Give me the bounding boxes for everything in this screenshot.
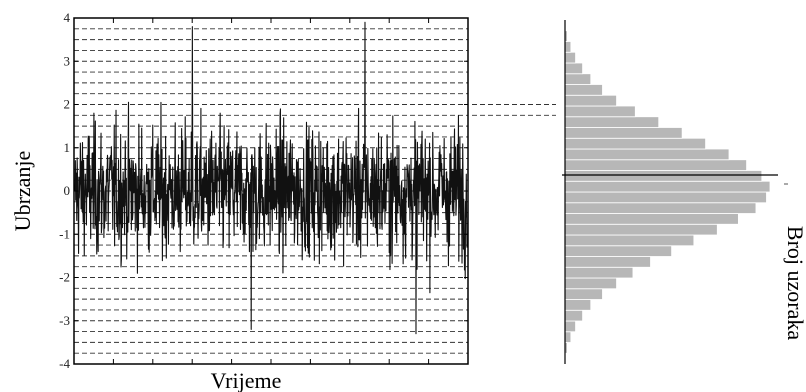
histogram-bar [564, 245, 672, 257]
y-tick-label: 4 [64, 10, 71, 25]
histogram-bar [564, 213, 739, 225]
y-tick-label: 0 [64, 183, 71, 198]
histogram-bar [564, 170, 763, 182]
y-axis-ticks: -4 -3 -2 -1 0 1 2 3 4 [59, 10, 468, 371]
histogram-bar [564, 288, 603, 300]
histogram-bar [564, 234, 695, 247]
signal-line [74, 21, 468, 335]
time-signal-chart: -4 -3 -2 -1 0 1 2 3 4 Ubrzanje Vrijeme [10, 10, 469, 392]
histogram-bar [564, 309, 583, 322]
y-tick-label: -2 [59, 270, 70, 285]
histogram-bar [564, 73, 592, 85]
histogram-bar [564, 41, 572, 53]
x-axis-ticks [112, 18, 430, 364]
histogram-bar [564, 116, 660, 128]
y-tick-label: -1 [59, 226, 70, 241]
y-tick-label: -4 [59, 356, 70, 371]
y-tick-label: 3 [64, 53, 71, 68]
histogram-bars [564, 30, 771, 354]
histogram-bar [564, 51, 576, 64]
histogram-bar [564, 159, 747, 171]
histogram-axis-title: Broj uzoraka [783, 226, 806, 340]
histogram-bar [564, 62, 583, 75]
y-tick-label: -3 [59, 313, 70, 328]
histogram-bar [564, 299, 592, 311]
histogram-bar [564, 137, 706, 150]
histogram-bar [564, 277, 617, 290]
histogram-chart: Broj uzoraka [562, 20, 806, 364]
y-axis-title: Ubrzanje [10, 151, 35, 232]
y-tick-label: 2 [64, 97, 71, 112]
connector-dashes [472, 104, 556, 116]
histogram-bar [564, 148, 730, 161]
x-axis-title: Vrijeme [211, 368, 282, 392]
histogram-bar [564, 266, 634, 279]
histogram-bar [564, 84, 603, 96]
y-tick-label: 1 [64, 140, 71, 155]
histogram-bar [564, 320, 576, 333]
histogram-bar [564, 256, 651, 268]
histogram-bar [564, 331, 572, 343]
signal-series [74, 21, 468, 335]
histogram-bar [564, 191, 767, 204]
histogram-bar [564, 202, 757, 214]
histogram-bar [564, 105, 636, 118]
histogram-bar [564, 94, 617, 107]
histogram-bar [564, 223, 718, 236]
histogram-bar [564, 127, 683, 139]
histogram-bar [564, 180, 771, 193]
